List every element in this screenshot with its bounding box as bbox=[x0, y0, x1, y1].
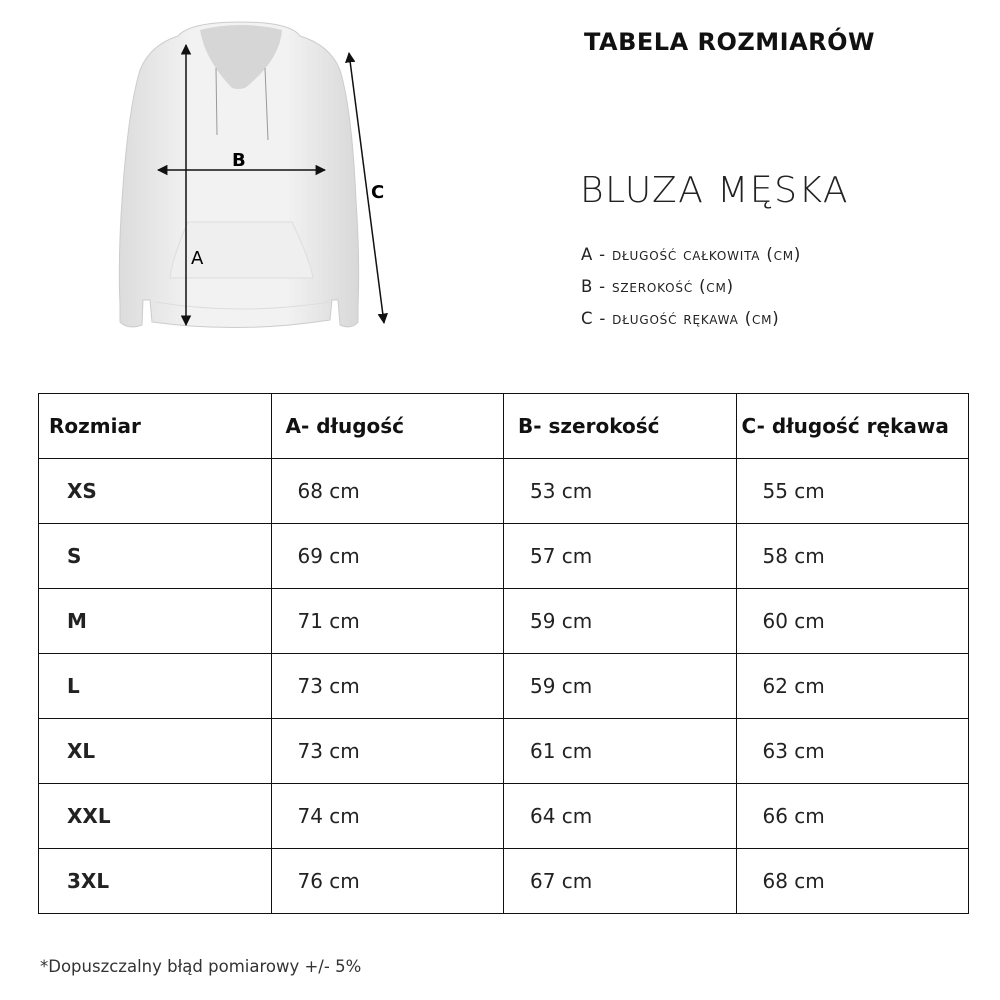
cell-length: 71 cm bbox=[270, 588, 504, 654]
cell-sleeve: 66 cm bbox=[735, 783, 969, 849]
cell-sleeve: 63 cm bbox=[735, 718, 969, 784]
table-row: XXL 74 cm 64 cm 66 cm bbox=[38, 783, 969, 849]
legend-text: długość całkowita (cm) bbox=[611, 245, 802, 264]
cell-length: 73 cm bbox=[270, 653, 504, 719]
legend-item-a: A - długość całkowita (cm) bbox=[581, 245, 802, 264]
measurement-note: *Dopuszczalny błąd pomiarowy +/- 5% bbox=[40, 957, 362, 976]
cell-sleeve: 58 cm bbox=[735, 523, 969, 589]
cell-width: 59 cm bbox=[503, 588, 737, 654]
cell-width: 53 cm bbox=[503, 458, 737, 524]
table-row: XL 73 cm 61 cm 63 cm bbox=[38, 718, 969, 784]
header-size: Rozmiar bbox=[38, 393, 272, 459]
table-row: L 73 cm 59 cm 62 cm bbox=[38, 653, 969, 719]
legend-item-b: B - szerokość (cm) bbox=[581, 277, 734, 296]
cell-width: 61 cm bbox=[503, 718, 737, 784]
cell-width: 57 cm bbox=[503, 523, 737, 589]
cell-size: XL bbox=[38, 718, 272, 784]
legend-item-c: C - długość rękawa (cm) bbox=[581, 309, 780, 328]
cell-size: M bbox=[38, 588, 272, 654]
arrow-c bbox=[345, 51, 388, 325]
cell-sleeve: 68 cm bbox=[735, 848, 969, 914]
cell-sleeve: 62 cm bbox=[735, 653, 969, 719]
product-name: BLUZA MĘSKA bbox=[580, 170, 850, 211]
cell-width: 64 cm bbox=[503, 783, 737, 849]
label-a: A bbox=[191, 248, 204, 269]
cell-length: 76 cm bbox=[270, 848, 504, 914]
header-sleeve: C- długość rękawa bbox=[735, 393, 969, 459]
cell-size: S bbox=[38, 523, 272, 589]
cell-length: 73 cm bbox=[270, 718, 504, 784]
cell-sleeve: 60 cm bbox=[735, 588, 969, 654]
cell-width: 59 cm bbox=[503, 653, 737, 719]
table-row: 3XL 76 cm 67 cm 68 cm bbox=[38, 848, 969, 914]
hoodie-diagram: A B C bbox=[118, 21, 388, 329]
header-length: A- długość bbox=[270, 393, 504, 459]
cell-size: 3XL bbox=[38, 848, 272, 914]
hoodie-illustration bbox=[118, 21, 360, 329]
size-table: Rozmiar A- długość B- szerokość C- długo… bbox=[38, 393, 969, 914]
table-row: M 71 cm 59 cm 60 cm bbox=[38, 588, 969, 654]
legend-text: długość rękawa (cm) bbox=[612, 309, 780, 328]
cell-length: 69 cm bbox=[270, 523, 504, 589]
legend-key: C bbox=[581, 309, 594, 328]
label-c: C bbox=[371, 182, 384, 203]
cell-length: 74 cm bbox=[270, 783, 504, 849]
table-header-row: Rozmiar A- długość B- szerokość C- długo… bbox=[38, 393, 969, 459]
table-row: XS 68 cm 53 cm 55 cm bbox=[38, 458, 969, 524]
cell-length: 68 cm bbox=[270, 458, 504, 524]
cell-width: 67 cm bbox=[503, 848, 737, 914]
cell-sleeve: 55 cm bbox=[735, 458, 969, 524]
table-row: S 69 cm 57 cm 58 cm bbox=[38, 523, 969, 589]
page-title: TABELA ROZMIARÓW bbox=[584, 28, 876, 56]
legend-text: szerokość (cm) bbox=[611, 277, 734, 296]
cell-size: XXL bbox=[38, 783, 272, 849]
cell-size: XS bbox=[38, 458, 272, 524]
header-width: B- szerokość bbox=[503, 393, 737, 459]
legend-key: A bbox=[581, 245, 594, 264]
legend-key: B bbox=[581, 277, 594, 296]
cell-size: L bbox=[38, 653, 272, 719]
label-b: B bbox=[232, 150, 246, 171]
